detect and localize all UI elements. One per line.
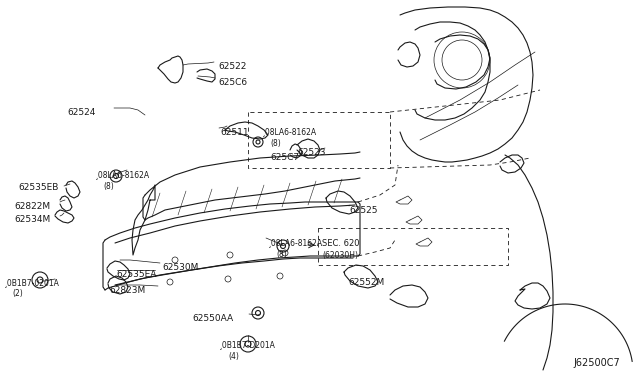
Text: ¸08LA6-8162A: ¸08LA6-8162A <box>95 170 150 179</box>
Text: 62535EB: 62535EB <box>18 183 58 192</box>
Text: 62522: 62522 <box>218 62 246 71</box>
Text: 62524: 62524 <box>67 108 95 117</box>
Text: 62550AA: 62550AA <box>192 314 233 323</box>
Text: 62511: 62511 <box>220 128 248 137</box>
Text: (8): (8) <box>276 250 287 259</box>
Text: ¸0B1B7-0201A: ¸0B1B7-0201A <box>4 278 60 287</box>
Text: SEC. 620: SEC. 620 <box>322 239 360 248</box>
Text: (2): (2) <box>12 289 23 298</box>
Text: 62530M: 62530M <box>162 263 198 272</box>
Text: 62525: 62525 <box>349 206 378 215</box>
Text: J62500C7: J62500C7 <box>573 358 620 368</box>
Text: 625C6: 625C6 <box>218 78 247 87</box>
Text: 62823M: 62823M <box>109 286 145 295</box>
Text: ¸08LA6-8162A: ¸08LA6-8162A <box>262 127 317 136</box>
Text: 62535EA: 62535EA <box>116 270 156 279</box>
Text: (8): (8) <box>103 182 114 191</box>
Text: ¸0B1B7-D201A: ¸0B1B7-D201A <box>219 340 276 349</box>
Text: 62822M: 62822M <box>14 202 50 211</box>
Text: 62523: 62523 <box>297 148 326 157</box>
Text: 62552M: 62552M <box>348 278 384 287</box>
Text: (8): (8) <box>270 139 281 148</box>
Text: (62030H): (62030H) <box>322 251 358 260</box>
Text: 62534M: 62534M <box>14 215 51 224</box>
Text: (4): (4) <box>228 352 239 361</box>
Text: ¸08LA6-8162A: ¸08LA6-8162A <box>268 238 323 247</box>
Text: 625C7: 625C7 <box>270 153 299 162</box>
